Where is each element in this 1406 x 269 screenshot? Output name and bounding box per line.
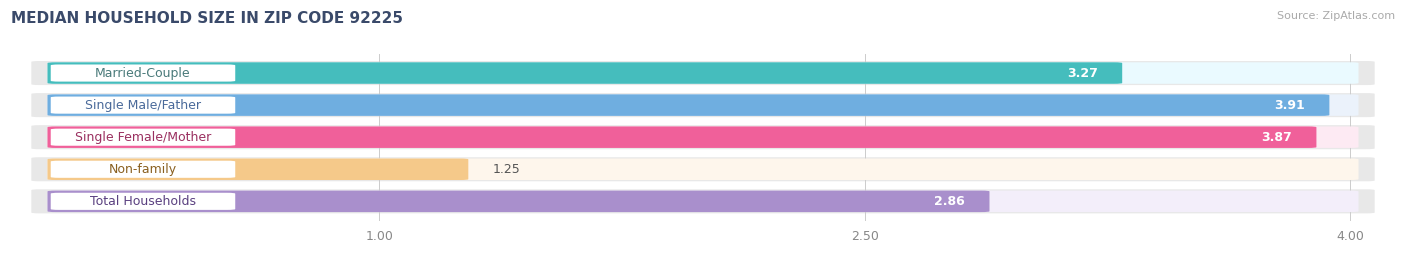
FancyBboxPatch shape — [48, 126, 1316, 148]
Text: 3.91: 3.91 — [1274, 99, 1305, 112]
Text: Source: ZipAtlas.com: Source: ZipAtlas.com — [1277, 11, 1395, 21]
FancyBboxPatch shape — [31, 61, 1375, 85]
FancyBboxPatch shape — [51, 65, 235, 82]
Text: MEDIAN HOUSEHOLD SIZE IN ZIP CODE 92225: MEDIAN HOUSEHOLD SIZE IN ZIP CODE 92225 — [11, 11, 404, 26]
Text: 3.87: 3.87 — [1261, 131, 1292, 144]
FancyBboxPatch shape — [31, 157, 1375, 181]
Text: Total Households: Total Households — [90, 195, 195, 208]
FancyBboxPatch shape — [48, 158, 468, 180]
FancyBboxPatch shape — [48, 158, 1358, 180]
FancyBboxPatch shape — [31, 189, 1375, 213]
Text: Non-family: Non-family — [108, 163, 177, 176]
FancyBboxPatch shape — [48, 62, 1358, 84]
FancyBboxPatch shape — [31, 125, 1375, 149]
FancyBboxPatch shape — [48, 62, 1122, 84]
FancyBboxPatch shape — [48, 191, 1358, 212]
FancyBboxPatch shape — [48, 191, 990, 212]
FancyBboxPatch shape — [48, 94, 1330, 116]
Text: 3.27: 3.27 — [1067, 66, 1098, 80]
Text: Single Male/Father: Single Male/Father — [84, 99, 201, 112]
FancyBboxPatch shape — [31, 93, 1375, 117]
Text: Single Female/Mother: Single Female/Mother — [75, 131, 211, 144]
Text: 1.25: 1.25 — [492, 163, 520, 176]
FancyBboxPatch shape — [48, 126, 1358, 148]
FancyBboxPatch shape — [51, 129, 235, 146]
FancyBboxPatch shape — [51, 161, 235, 178]
FancyBboxPatch shape — [48, 94, 1358, 116]
Text: Married-Couple: Married-Couple — [96, 66, 191, 80]
Text: 2.86: 2.86 — [935, 195, 965, 208]
FancyBboxPatch shape — [51, 97, 235, 114]
FancyBboxPatch shape — [51, 193, 235, 210]
